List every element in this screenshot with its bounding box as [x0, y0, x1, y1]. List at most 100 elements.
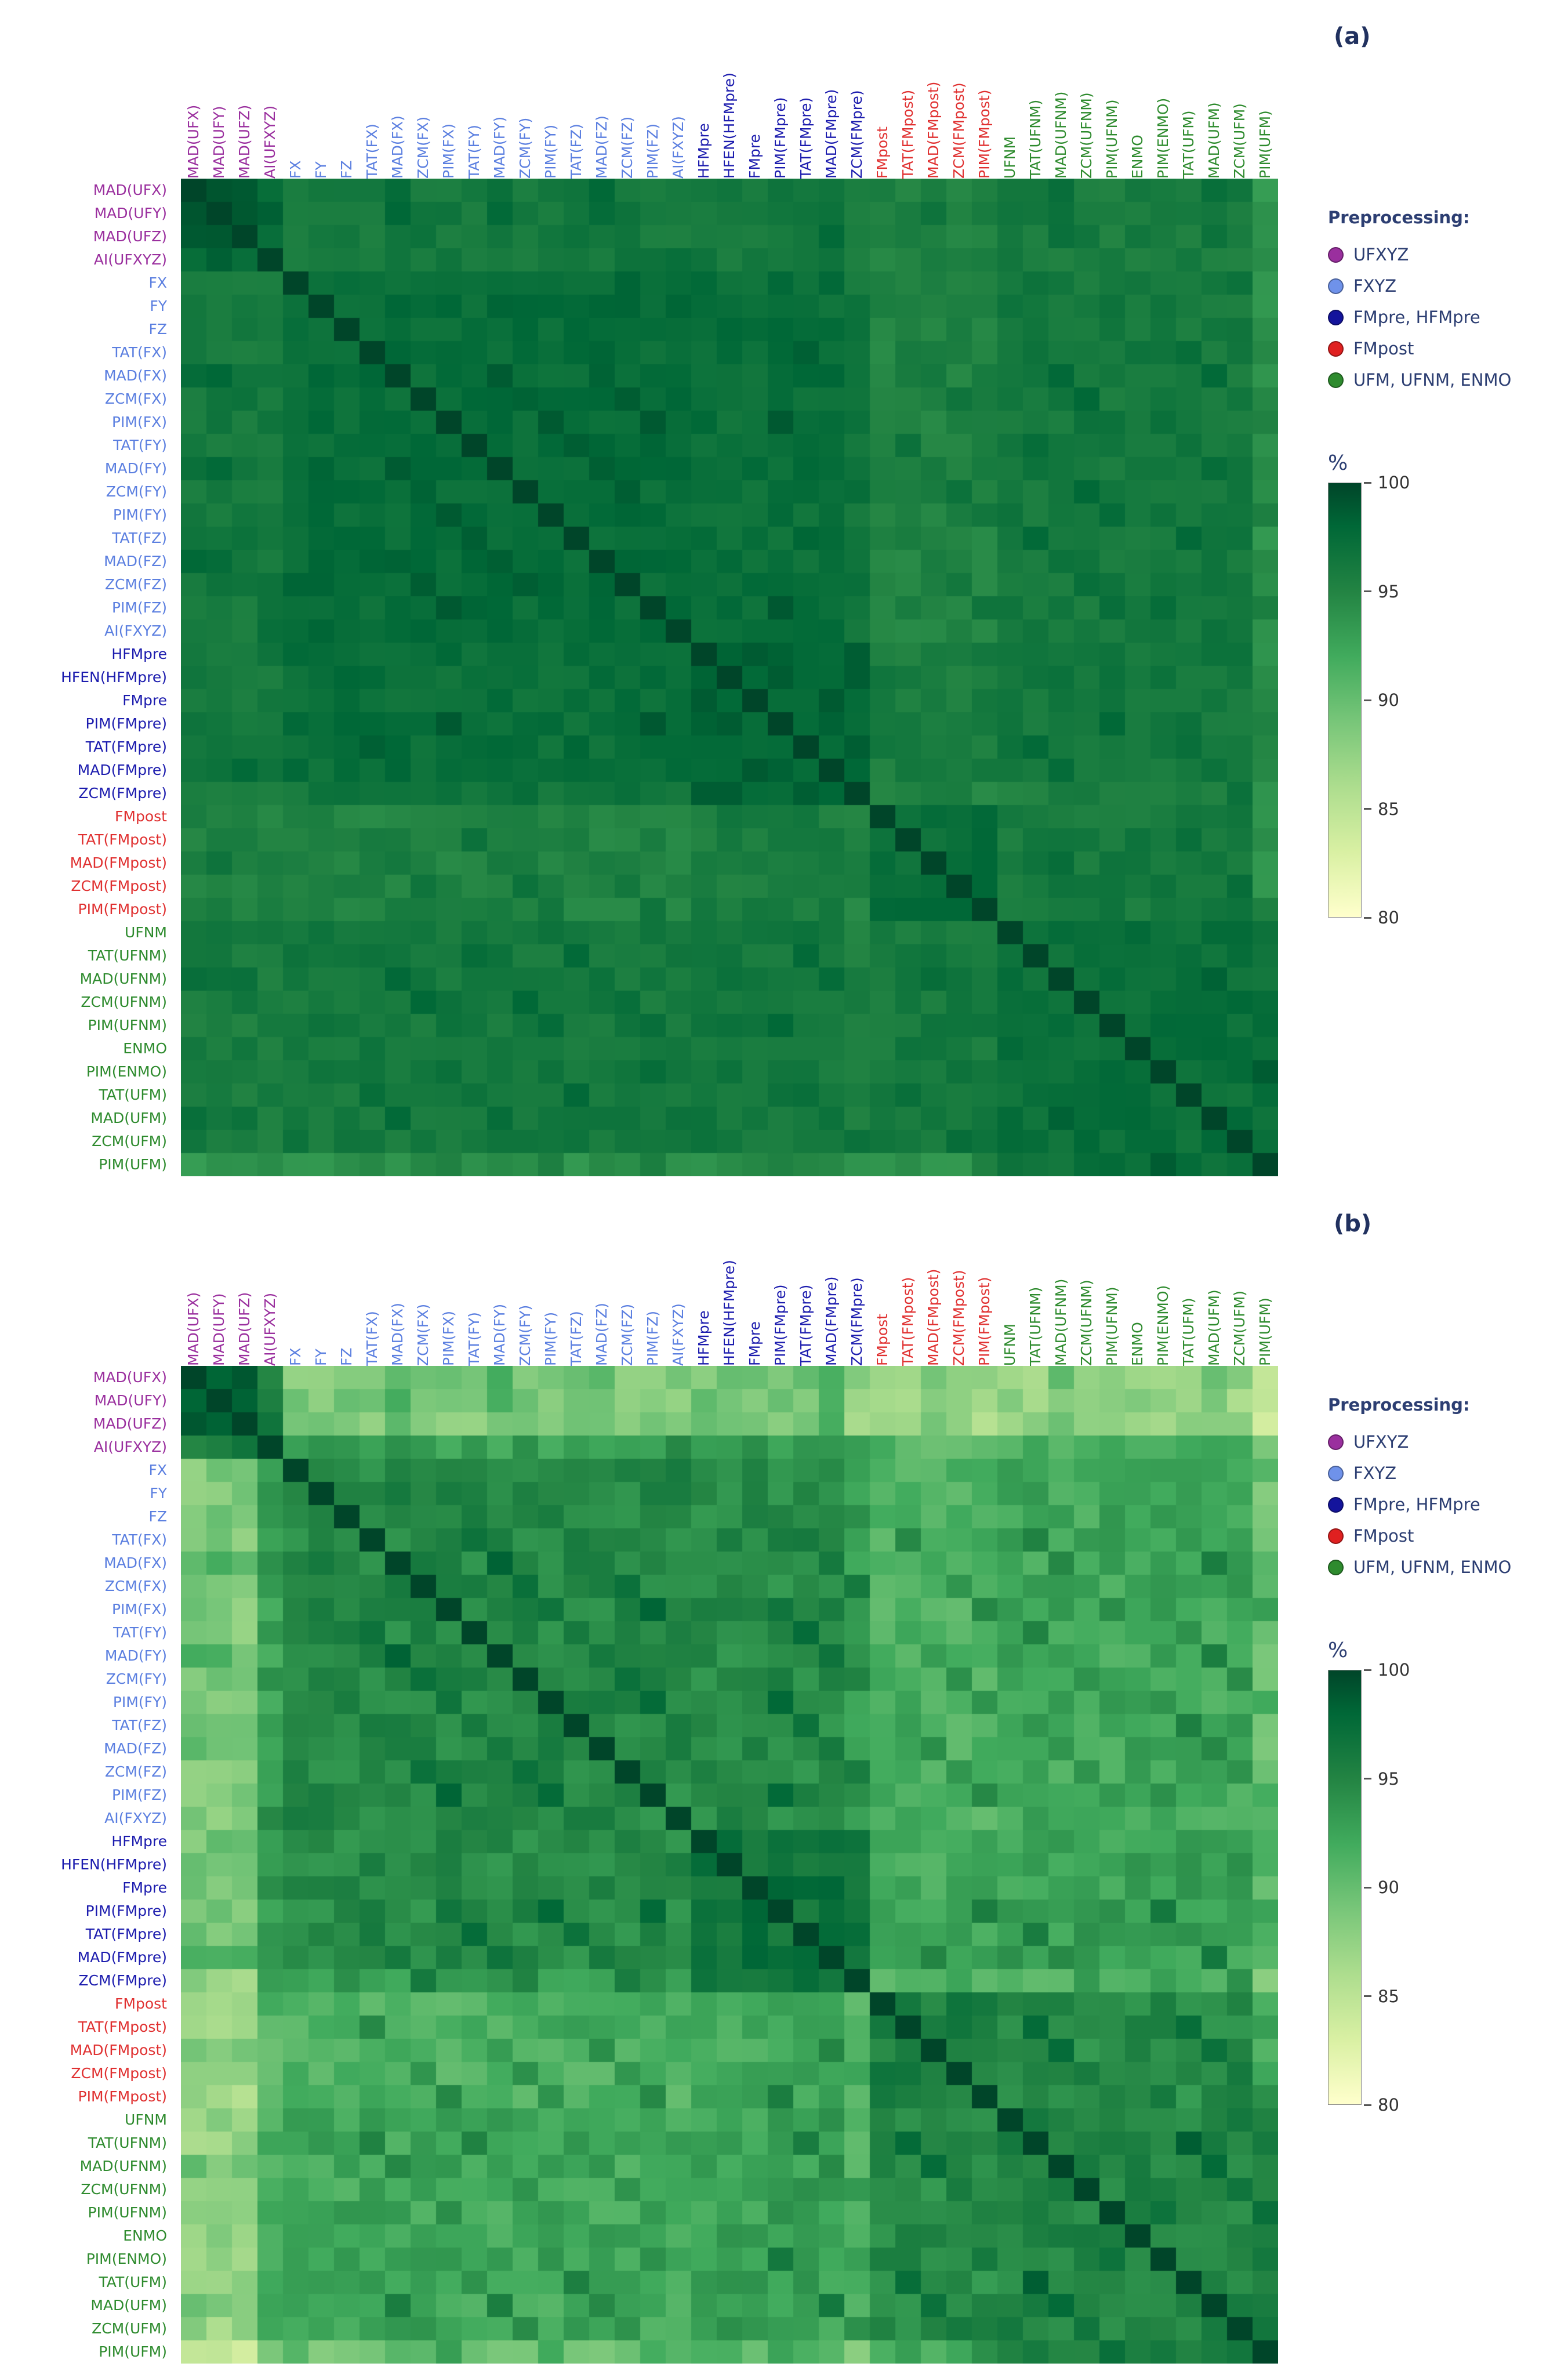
column-axis-label: ENMO — [1129, 1322, 1146, 1366]
column-axis-label: MAD(FMpre) — [823, 1276, 840, 1366]
colorbar-tick-dash — [1364, 808, 1371, 810]
legend-item: FMpost — [1328, 1520, 1566, 1552]
column-axis-label: MAD(UFM) — [1206, 102, 1222, 179]
row-axis-label: PIM(FMpost) — [78, 901, 167, 918]
row-axis-label: MAD(FX) — [104, 367, 167, 384]
column-axis-label: PIM(FX) — [440, 1310, 457, 1366]
column-axis-label: HFMpre — [695, 1310, 712, 1366]
legend-item-label: FMpost — [1353, 339, 1414, 358]
column-axis-label: ZCM(FMpost) — [950, 82, 967, 179]
colorbar-gradient — [1328, 1670, 1362, 2105]
column-axis-label: TAT(FMpre) — [797, 97, 814, 179]
legend-item-label: UFXYZ — [1353, 245, 1409, 264]
row-axis-label: MAD(FY) — [104, 460, 167, 477]
column-axis-label: FMpost — [874, 126, 891, 179]
column-axis-label: PIM(FZ) — [644, 123, 661, 179]
row-axis-label: PIM(FMpre) — [85, 715, 167, 732]
legend-dot-icon — [1328, 278, 1344, 294]
legend-title: Preprocessing: — [1328, 1395, 1470, 1415]
column-axis-label: ZCM(FX) — [415, 1303, 431, 1366]
column-axis-label: PIM(FMpre) — [772, 97, 789, 179]
row-axis-label: MAD(UFM) — [90, 1110, 167, 1126]
column-axis-label: PIM(UFM) — [1257, 1297, 1273, 1366]
row-axis-label: HFMpre — [111, 1833, 167, 1850]
column-axis-label: MAD(UFX) — [185, 104, 202, 179]
row-axis-label: PIM(FZ) — [111, 1786, 167, 1803]
row-axis-label: HFEN(HFMpre) — [61, 669, 167, 686]
legend-item-label: FMpre, HFMpre — [1353, 307, 1480, 327]
legend-item: UFM, UFNM, ENMO — [1328, 364, 1566, 396]
legend-item-label: UFXYZ — [1353, 1432, 1409, 1452]
legend-dot-icon — [1328, 1559, 1344, 1575]
row-axis-label: MAD(UFNM) — [79, 2158, 167, 2174]
legend-dot-icon — [1328, 340, 1344, 357]
legend-item-label: FMpre, HFMpre — [1353, 1495, 1480, 1514]
heatmap-canvas — [181, 179, 1278, 1176]
legend-dot-icon — [1328, 1465, 1344, 1481]
heatmap-canvas — [181, 1366, 1278, 2364]
row-axis-label: FX — [148, 1462, 167, 1478]
column-axis-label: FMpost — [874, 1314, 891, 1366]
column-axis-label: MAD(UFY) — [210, 106, 227, 179]
colorbar-tick-label: 90 — [1378, 1878, 1399, 1897]
row-axis-label: ZCM(FY) — [106, 1670, 167, 1687]
colorbar-tick: 100 — [1364, 1660, 1410, 1680]
colorbar-tick: 90 — [1364, 1878, 1399, 1897]
row-axis-label: ZCM(UFM) — [92, 2320, 167, 2337]
column-axis-label: PIM(FMpost) — [976, 89, 993, 179]
legend-item-label: FMpost — [1353, 1526, 1414, 1546]
row-axis-label: FMpost — [115, 1995, 167, 2012]
column-labels: MAD(UFX) MAD(UFY) MAD(UFZ) AI(UFXYZ) FX FY FZ T… — [181, 5, 1278, 179]
column-axis-label: PIM(UFNM) — [1104, 1286, 1120, 1366]
column-axis-label: MAD(UFX) — [185, 1292, 202, 1366]
legend-item-label: FXYZ — [1353, 276, 1397, 296]
row-axis-label: MAD(UFY) — [94, 205, 167, 222]
legend-items: UFXYZ FXYZ FMpre, HFMpre FMpost UFM, UFNM, E… — [1328, 1426, 1566, 1583]
colorbar-tick: 80 — [1364, 908, 1399, 927]
row-axis-label: PIM(UFM) — [99, 1156, 167, 1173]
colorbar-label: % — [1328, 1639, 1348, 1662]
column-axis-label: TAT(FY) — [466, 1312, 482, 1366]
column-axis-label: TAT(FMpost) — [899, 89, 916, 179]
row-axis-label: TAT(FZ) — [112, 1717, 167, 1734]
row-axis-label: TAT(FMpre) — [85, 1926, 167, 1942]
column-axis-label: TAT(FX) — [364, 1311, 380, 1366]
column-axis-label: AI(UFXYZ) — [262, 105, 278, 179]
row-axis-label: TAT(FY) — [113, 1624, 167, 1641]
row-axis-label: MAD(FY) — [104, 1647, 167, 1664]
colorbar-tick: 95 — [1364, 1769, 1399, 1789]
column-axis-label: ZCM(UFNM) — [1078, 1280, 1095, 1366]
legend-dot-icon — [1328, 1496, 1344, 1513]
colorbar-tick: 85 — [1364, 799, 1399, 819]
row-axis-label: TAT(FMpost) — [78, 2018, 167, 2035]
column-axis-label: MAD(FMpost) — [925, 81, 942, 179]
colorbar-tick-label: 100 — [1378, 1660, 1410, 1680]
column-axis-label: UFNM — [1001, 136, 1018, 179]
row-axis-label: ENMO — [123, 1040, 167, 1057]
column-axis-label: AI(FXYZ) — [670, 116, 687, 179]
row-axis-label: PIM(FY) — [112, 1694, 167, 1710]
column-axis-label: ZCM(FZ) — [619, 1303, 636, 1366]
row-axis-label: MAD(FMpre) — [77, 1949, 167, 1966]
colorbar-tick: 85 — [1364, 1987, 1399, 2006]
row-axis-label: MAD(UFX) — [93, 1369, 167, 1386]
row-axis-label: ZCM(UFM) — [92, 1133, 167, 1150]
column-axis-label: MAD(FX) — [389, 1303, 406, 1366]
colorbar-tick-label: 85 — [1378, 799, 1399, 819]
row-axis-label: ZCM(FMpost) — [71, 878, 167, 894]
legend-title: Preprocessing: — [1328, 208, 1470, 227]
column-axis-label: MAD(UFZ) — [236, 1292, 253, 1366]
row-axis-label: TAT(FZ) — [112, 530, 167, 546]
legend-item: UFM, UFNM, ENMO — [1328, 1552, 1566, 1583]
row-axis-label: FMpost — [115, 808, 167, 825]
column-axis-label: PIM(FMpost) — [976, 1277, 993, 1366]
column-axis-label: AI(FXYZ) — [670, 1303, 687, 1366]
row-labels: MAD(UFX) MAD(UFY) MAD(UFZ) AI(UFXYZ) FX FY FZ T… — [0, 179, 175, 1176]
column-axis-label: TAT(FZ) — [568, 124, 585, 179]
row-axis-label: FY — [150, 298, 167, 314]
column-axis-label: TAT(UFNM) — [1027, 1286, 1044, 1366]
column-axis-label: HFEN(HFMpre) — [721, 1260, 738, 1366]
colorbar-ticks: 100 95 90 85 80 — [1364, 473, 1428, 927]
row-axis-label: UFNM — [125, 2111, 167, 2128]
row-axis-label: ZCM(FX) — [104, 1578, 167, 1594]
